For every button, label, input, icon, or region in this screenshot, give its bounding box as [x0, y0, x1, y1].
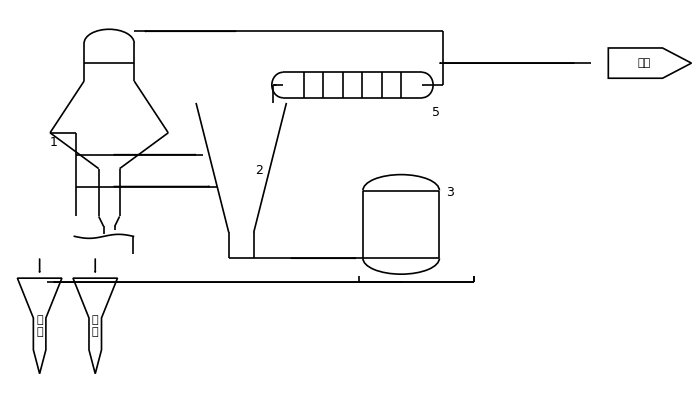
Text: 进料: 进料: [638, 58, 651, 68]
Text: 排
料: 排 料: [92, 315, 98, 337]
Text: 1: 1: [50, 136, 57, 149]
Text: 2: 2: [255, 164, 262, 177]
Text: 5: 5: [432, 106, 440, 119]
Text: 排
料: 排 料: [36, 315, 43, 337]
Text: 3: 3: [446, 186, 454, 199]
